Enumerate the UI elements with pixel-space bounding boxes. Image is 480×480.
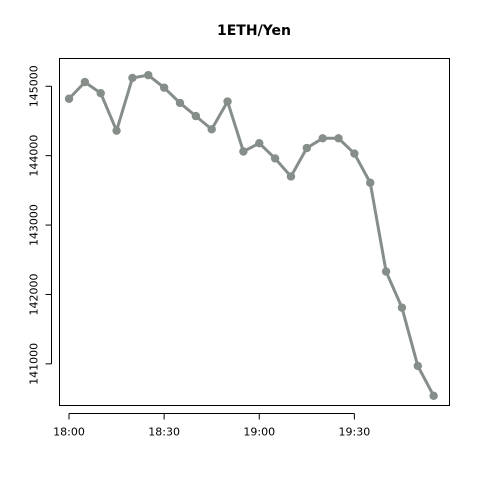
data-point bbox=[286, 172, 296, 181]
data-point bbox=[397, 303, 407, 312]
y-tick-label: 142000 bbox=[28, 273, 41, 315]
data-point bbox=[413, 361, 422, 371]
data-point bbox=[159, 83, 169, 92]
data-point bbox=[144, 70, 153, 80]
data-point bbox=[223, 97, 232, 106]
y-tick-label: 144000 bbox=[28, 135, 41, 177]
data-point bbox=[112, 126, 121, 135]
y-tick-label: 141000 bbox=[28, 343, 41, 385]
data-point bbox=[302, 143, 312, 153]
data-point bbox=[207, 125, 216, 134]
x-tick-label: 18:00 bbox=[53, 426, 85, 439]
data-point bbox=[270, 154, 280, 163]
data-point bbox=[366, 178, 375, 187]
series-layer bbox=[64, 70, 438, 400]
y-tick-label: 143000 bbox=[28, 204, 41, 246]
data-point bbox=[255, 138, 264, 148]
data-point bbox=[128, 73, 137, 83]
y-axis: 141000 142000 143000 144000 145000 bbox=[28, 65, 52, 385]
data-point bbox=[381, 267, 391, 276]
x-axis: 18:00 18:30 19:00 19:30 bbox=[53, 413, 371, 439]
data-point bbox=[334, 134, 343, 143]
x-tick-label: 18:30 bbox=[148, 426, 180, 439]
plot-area bbox=[59, 58, 450, 406]
y-tick-label: 145000 bbox=[28, 65, 41, 107]
x-tick-label: 19:30 bbox=[339, 426, 371, 439]
data-point bbox=[318, 134, 327, 143]
data-point bbox=[191, 111, 201, 121]
data-point bbox=[96, 89, 105, 98]
chart-title: 1ETH/Yen bbox=[217, 23, 291, 39]
data-point bbox=[64, 94, 74, 103]
data-point bbox=[350, 149, 359, 158]
data-point bbox=[429, 391, 438, 400]
data-point bbox=[80, 77, 90, 87]
data-point bbox=[239, 147, 248, 156]
x-tick-label: 19:00 bbox=[243, 426, 275, 439]
data-point bbox=[175, 98, 185, 108]
series-line bbox=[67, 73, 435, 397]
